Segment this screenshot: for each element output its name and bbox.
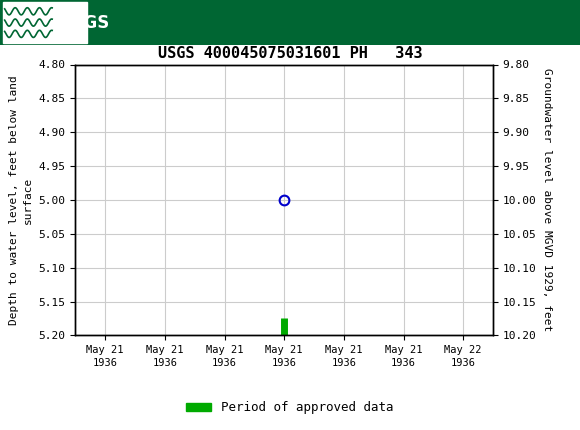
Y-axis label: Groundwater level above MGVD 1929, feet: Groundwater level above MGVD 1929, feet [542, 68, 552, 332]
Text: USGS: USGS [58, 14, 109, 31]
Bar [3, 2, 87, 43]
Legend: Period of approved data: Period of approved data [181, 396, 399, 419]
Y-axis label: Depth to water level, feet below land
surface: Depth to water level, feet below land su… [9, 75, 33, 325]
Text: USGS 400045075031601 PH   343: USGS 400045075031601 PH 343 [158, 46, 422, 61]
